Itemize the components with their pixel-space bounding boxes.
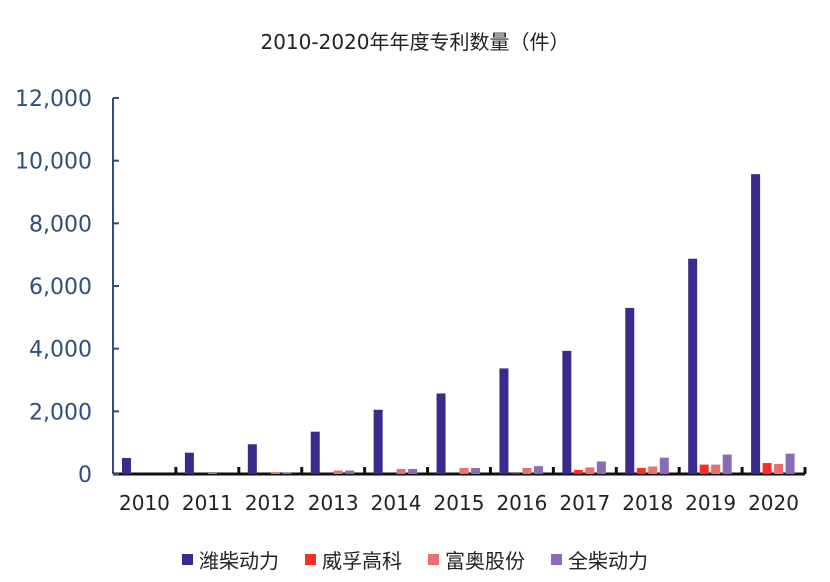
legend: 潍柴动力 威孚高科 富奥股份 全柴动力 (0, 545, 830, 574)
bar-富奥股份 (648, 466, 658, 474)
x-tick-label: 2015 (434, 491, 485, 515)
x-tick-label: 2012 (245, 491, 296, 515)
bar-潍柴动力 (688, 258, 698, 474)
legend-item: 富奥股份 (428, 545, 525, 574)
x-tick-label: 2010 (119, 491, 170, 515)
bar-威孚高科 (636, 468, 646, 474)
x-tick-label: 2019 (685, 491, 736, 515)
bar-富奥股份 (270, 472, 280, 474)
bar-全柴动力 (722, 454, 732, 474)
bar-富奥股份 (396, 468, 406, 474)
legend-item: 威孚高科 (305, 545, 402, 574)
legend-label: 全柴动力 (568, 549, 648, 573)
y-tick-label: 12,000 (15, 87, 92, 112)
x-tick-label: 2016 (496, 491, 547, 515)
y-tick-label: 8,000 (29, 212, 92, 237)
bar-潍柴动力 (122, 458, 131, 474)
bar-潍柴动力 (184, 452, 194, 474)
bar-潍柴动力 (436, 393, 446, 474)
x-tick-label: 2018 (622, 491, 673, 515)
bar-全柴动力 (596, 461, 606, 474)
legend-swatch (182, 554, 193, 565)
bar-富奥股份 (333, 470, 343, 474)
bar-全柴动力 (471, 468, 481, 474)
chart-title: 2010-2020年年度专利数量（件） (260, 30, 570, 54)
bar-潍柴动力 (247, 444, 257, 474)
legend-swatch (305, 554, 316, 565)
legend-label: 富奥股份 (445, 549, 525, 573)
y-tick-label: 0 (78, 463, 92, 488)
bar-富奥股份 (585, 467, 595, 474)
y-tick-label: 2,000 (29, 400, 92, 425)
bar-富奥股份 (522, 468, 532, 474)
bar-潍柴动力 (373, 409, 383, 474)
bar-富奥股份 (207, 473, 217, 474)
bar-全柴动力 (659, 457, 669, 474)
x-tick-label: 2020 (748, 491, 799, 515)
y-tick-label: 10,000 (15, 150, 92, 175)
x-tick-label: 2014 (371, 491, 422, 515)
bar-富奥股份 (774, 463, 784, 474)
bar-全柴动力 (345, 470, 355, 474)
legend-item: 潍柴动力 (182, 545, 279, 574)
bar-潍柴动力 (562, 350, 572, 474)
y-tick-label: 6,000 (29, 275, 92, 300)
x-tick-label: 2017 (559, 491, 610, 515)
x-tick-label: 2013 (308, 491, 359, 515)
bar-威孚高科 (573, 469, 583, 474)
bar-威孚高科 (510, 473, 520, 474)
x-tick-label: 2011 (182, 491, 233, 515)
legend-label: 潍柴动力 (199, 549, 279, 573)
bar-全柴动力 (408, 468, 418, 474)
legend-swatch (428, 554, 439, 565)
bar-威孚高科 (762, 463, 772, 474)
bar-全柴动力 (785, 453, 795, 474)
y-tick-label: 4,000 (29, 338, 92, 363)
bar-潍柴动力 (751, 174, 761, 474)
bar-潍柴动力 (625, 307, 635, 474)
bar-全柴动力 (282, 472, 292, 474)
bar-潍柴动力 (310, 431, 320, 474)
bar-威孚高科 (699, 464, 709, 474)
legend-item: 全柴动力 (551, 545, 648, 574)
bar-富奥股份 (711, 464, 721, 474)
bar-全柴动力 (533, 466, 543, 474)
bar-富奥股份 (459, 468, 469, 474)
legend-label: 威孚高科 (322, 549, 402, 573)
bar-潍柴动力 (499, 368, 509, 474)
legend-swatch (551, 554, 562, 565)
